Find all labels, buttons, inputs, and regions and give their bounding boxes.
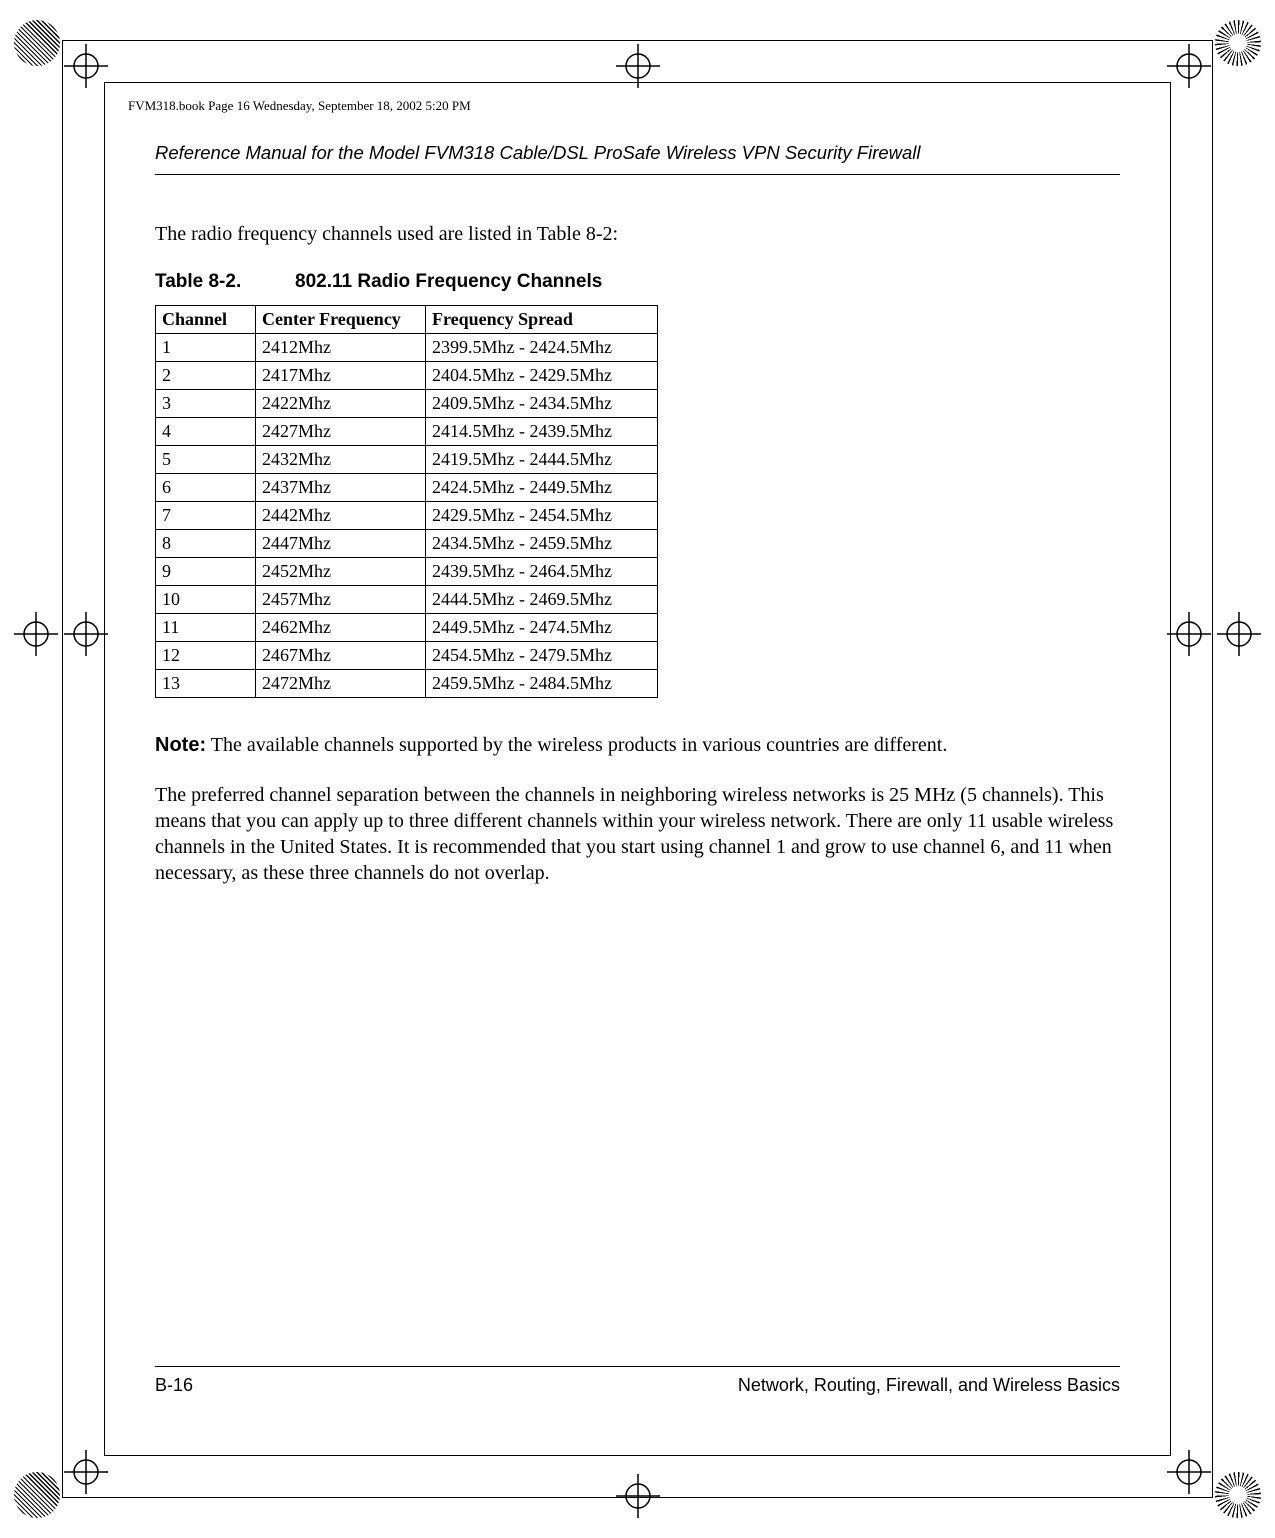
hatch-circle-icon — [14, 20, 60, 66]
running-head: FVM318.book Page 16 Wednesday, September… — [128, 98, 471, 114]
registration-mark-icon — [1217, 612, 1261, 656]
table-cell: 2439.5Mhz - 2464.5Mhz — [426, 558, 658, 586]
table-cell: 2462Mhz — [256, 614, 426, 642]
table-cell: 4 — [156, 418, 256, 446]
table-row: 132472Mhz2459.5Mhz - 2484.5Mhz — [156, 670, 658, 698]
table-title: 802.11 Radio Frequency Channels — [295, 271, 602, 292]
table-cell: 10 — [156, 586, 256, 614]
table-cell: 9 — [156, 558, 256, 586]
table-row: 22417Mhz2404.5Mhz - 2429.5Mhz — [156, 362, 658, 390]
table-cell: 2 — [156, 362, 256, 390]
table-cell: 2449.5Mhz - 2474.5Mhz — [426, 614, 658, 642]
table-cell: 2414.5Mhz - 2439.5Mhz — [426, 418, 658, 446]
manual-title: Reference Manual for the Model FVM318 Ca… — [155, 142, 1120, 174]
registration-mark-icon — [616, 1474, 660, 1518]
crop-line-top — [62, 40, 1213, 41]
table-cell: 2432Mhz — [256, 446, 426, 474]
starburst-icon — [1215, 1472, 1261, 1518]
intro-paragraph: The radio frequency channels used are li… — [155, 221, 1120, 247]
table-cell: 2419.5Mhz - 2444.5Mhz — [426, 446, 658, 474]
section-title: Network, Routing, Firewall, and Wireless… — [738, 1375, 1120, 1396]
table-cell: 2434.5Mhz - 2459.5Mhz — [426, 530, 658, 558]
table-row: 32422Mhz2409.5Mhz - 2434.5Mhz — [156, 390, 658, 418]
table-cell: 2417Mhz — [256, 362, 426, 390]
registration-mark-icon — [616, 44, 660, 88]
table-cell: 2424.5Mhz - 2449.5Mhz — [426, 474, 658, 502]
table-cell: 5 — [156, 446, 256, 474]
table-cell: 2437Mhz — [256, 474, 426, 502]
table-row: 92452Mhz2439.5Mhz - 2464.5Mhz — [156, 558, 658, 586]
hatch-circle-icon — [14, 1472, 60, 1518]
registration-mark-icon — [1167, 612, 1211, 656]
table-cell: 2472Mhz — [256, 670, 426, 698]
registration-mark-icon — [1167, 1450, 1211, 1494]
table-cell: 2467Mhz — [256, 642, 426, 670]
table-cell: 2412Mhz — [256, 334, 426, 362]
table-cell: 2459.5Mhz - 2484.5Mhz — [426, 670, 658, 698]
table-cell: 2452Mhz — [256, 558, 426, 586]
registration-mark-icon — [1167, 44, 1211, 88]
table-cell: 2422Mhz — [256, 390, 426, 418]
table-cell: 12 — [156, 642, 256, 670]
table-caption: Table 8-2.802.11 Radio Frequency Channel… — [155, 271, 1120, 293]
table-header-row: Channel Center Frequency Frequency Sprea… — [156, 306, 658, 334]
table-cell: 2404.5Mhz - 2429.5Mhz — [426, 362, 658, 390]
table-cell: 2427Mhz — [256, 418, 426, 446]
table-cell: 2444.5Mhz - 2469.5Mhz — [426, 586, 658, 614]
table-cell: 2457Mhz — [256, 586, 426, 614]
page-content: Reference Manual for the Model FVM318 Ca… — [155, 142, 1120, 1396]
header-rule — [155, 174, 1120, 175]
note-label: Note: — [155, 734, 206, 756]
col-center-frequency: Center Frequency — [256, 306, 426, 334]
body-paragraph: The preferred channel separation between… — [155, 782, 1120, 886]
registration-mark-icon — [64, 44, 108, 88]
page-number: B-16 — [155, 1375, 193, 1396]
table-row: 12412Mhz2399.5Mhz - 2424.5Mhz — [156, 334, 658, 362]
col-channel: Channel — [156, 306, 256, 334]
frequency-table: Channel Center Frequency Frequency Sprea… — [155, 305, 658, 698]
table-cell: 2447Mhz — [256, 530, 426, 558]
table-number: Table 8-2. — [155, 271, 295, 293]
table-cell: 2454.5Mhz - 2479.5Mhz — [426, 642, 658, 670]
registration-mark-icon — [14, 612, 58, 656]
table-row: 42427Mhz2414.5Mhz - 2439.5Mhz — [156, 418, 658, 446]
crop-line-right — [1212, 40, 1213, 1498]
page-footer: B-16 Network, Routing, Firewall, and Wir… — [155, 1366, 1120, 1396]
table-row: 122467Mhz2454.5Mhz - 2479.5Mhz — [156, 642, 658, 670]
registration-mark-icon — [64, 1450, 108, 1494]
table-cell: 13 — [156, 670, 256, 698]
table-cell: 7 — [156, 502, 256, 530]
table-cell: 11 — [156, 614, 256, 642]
table-cell: 8 — [156, 530, 256, 558]
table-cell: 1 — [156, 334, 256, 362]
note-paragraph: Note: The available channels supported b… — [155, 732, 1120, 758]
table-row: 52432Mhz2419.5Mhz - 2444.5Mhz — [156, 446, 658, 474]
registration-mark-icon — [64, 612, 108, 656]
table-cell: 2399.5Mhz - 2424.5Mhz — [426, 334, 658, 362]
footer-rule — [155, 1366, 1120, 1367]
table-row: 112462Mhz2449.5Mhz - 2474.5Mhz — [156, 614, 658, 642]
table-cell: 2442Mhz — [256, 502, 426, 530]
note-text: The available channels supported by the … — [206, 734, 947, 756]
col-frequency-spread: Frequency Spread — [426, 306, 658, 334]
crop-line-left — [62, 40, 63, 1498]
starburst-icon — [1215, 20, 1261, 66]
table-row: 82447Mhz2434.5Mhz - 2459.5Mhz — [156, 530, 658, 558]
table-row: 72442Mhz2429.5Mhz - 2454.5Mhz — [156, 502, 658, 530]
table-row: 62437Mhz2424.5Mhz - 2449.5Mhz — [156, 474, 658, 502]
table-cell: 2409.5Mhz - 2434.5Mhz — [426, 390, 658, 418]
table-cell: 3 — [156, 390, 256, 418]
table-cell: 6 — [156, 474, 256, 502]
table-row: 102457Mhz2444.5Mhz - 2469.5Mhz — [156, 586, 658, 614]
table-cell: 2429.5Mhz - 2454.5Mhz — [426, 502, 658, 530]
